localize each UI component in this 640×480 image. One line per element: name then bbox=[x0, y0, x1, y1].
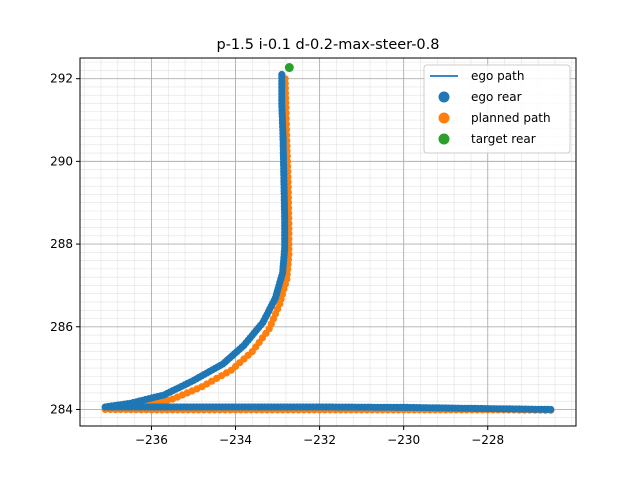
chart-title: p-1.5 i-0.1 d-0.2-max-steer-0.8 bbox=[217, 37, 440, 53]
point-target-rear bbox=[284, 63, 294, 73]
legend-label-ego-rear: ego rear bbox=[471, 90, 522, 104]
x-tick-label: −234 bbox=[219, 433, 252, 447]
legend-label-planned-path: planned path bbox=[471, 111, 551, 125]
y-axis: 284 286 288 290 292 bbox=[50, 72, 80, 416]
y-tick-label: 284 bbox=[50, 402, 73, 416]
y-tick-label: 288 bbox=[50, 237, 73, 251]
axes-frame bbox=[79, 57, 577, 427]
legend-marker-ego-rear bbox=[438, 91, 450, 103]
legend: ego path ego rear planned path target re… bbox=[423, 64, 571, 154]
series-line-ego-path bbox=[105, 74, 551, 411]
y-tick-label: 290 bbox=[50, 154, 73, 168]
y-tick-label: 286 bbox=[50, 320, 73, 334]
legend-label-ego-path: ego path bbox=[471, 69, 524, 83]
x-tick-label: −232 bbox=[303, 433, 336, 447]
y-tick-label: 292 bbox=[50, 72, 73, 86]
plot-area bbox=[101, 63, 555, 414]
legend-marker-target-rear bbox=[438, 133, 450, 145]
legend-box bbox=[423, 64, 571, 154]
legend-marker-planned-path bbox=[438, 112, 450, 124]
x-tick-label: −228 bbox=[471, 433, 504, 447]
x-tick-label: −230 bbox=[387, 433, 420, 447]
legend-label-target-rear: target rear bbox=[471, 132, 536, 146]
x-tick-label: −236 bbox=[135, 433, 168, 447]
x-axis: −236 −234 −232 −230 −228 bbox=[135, 426, 504, 447]
